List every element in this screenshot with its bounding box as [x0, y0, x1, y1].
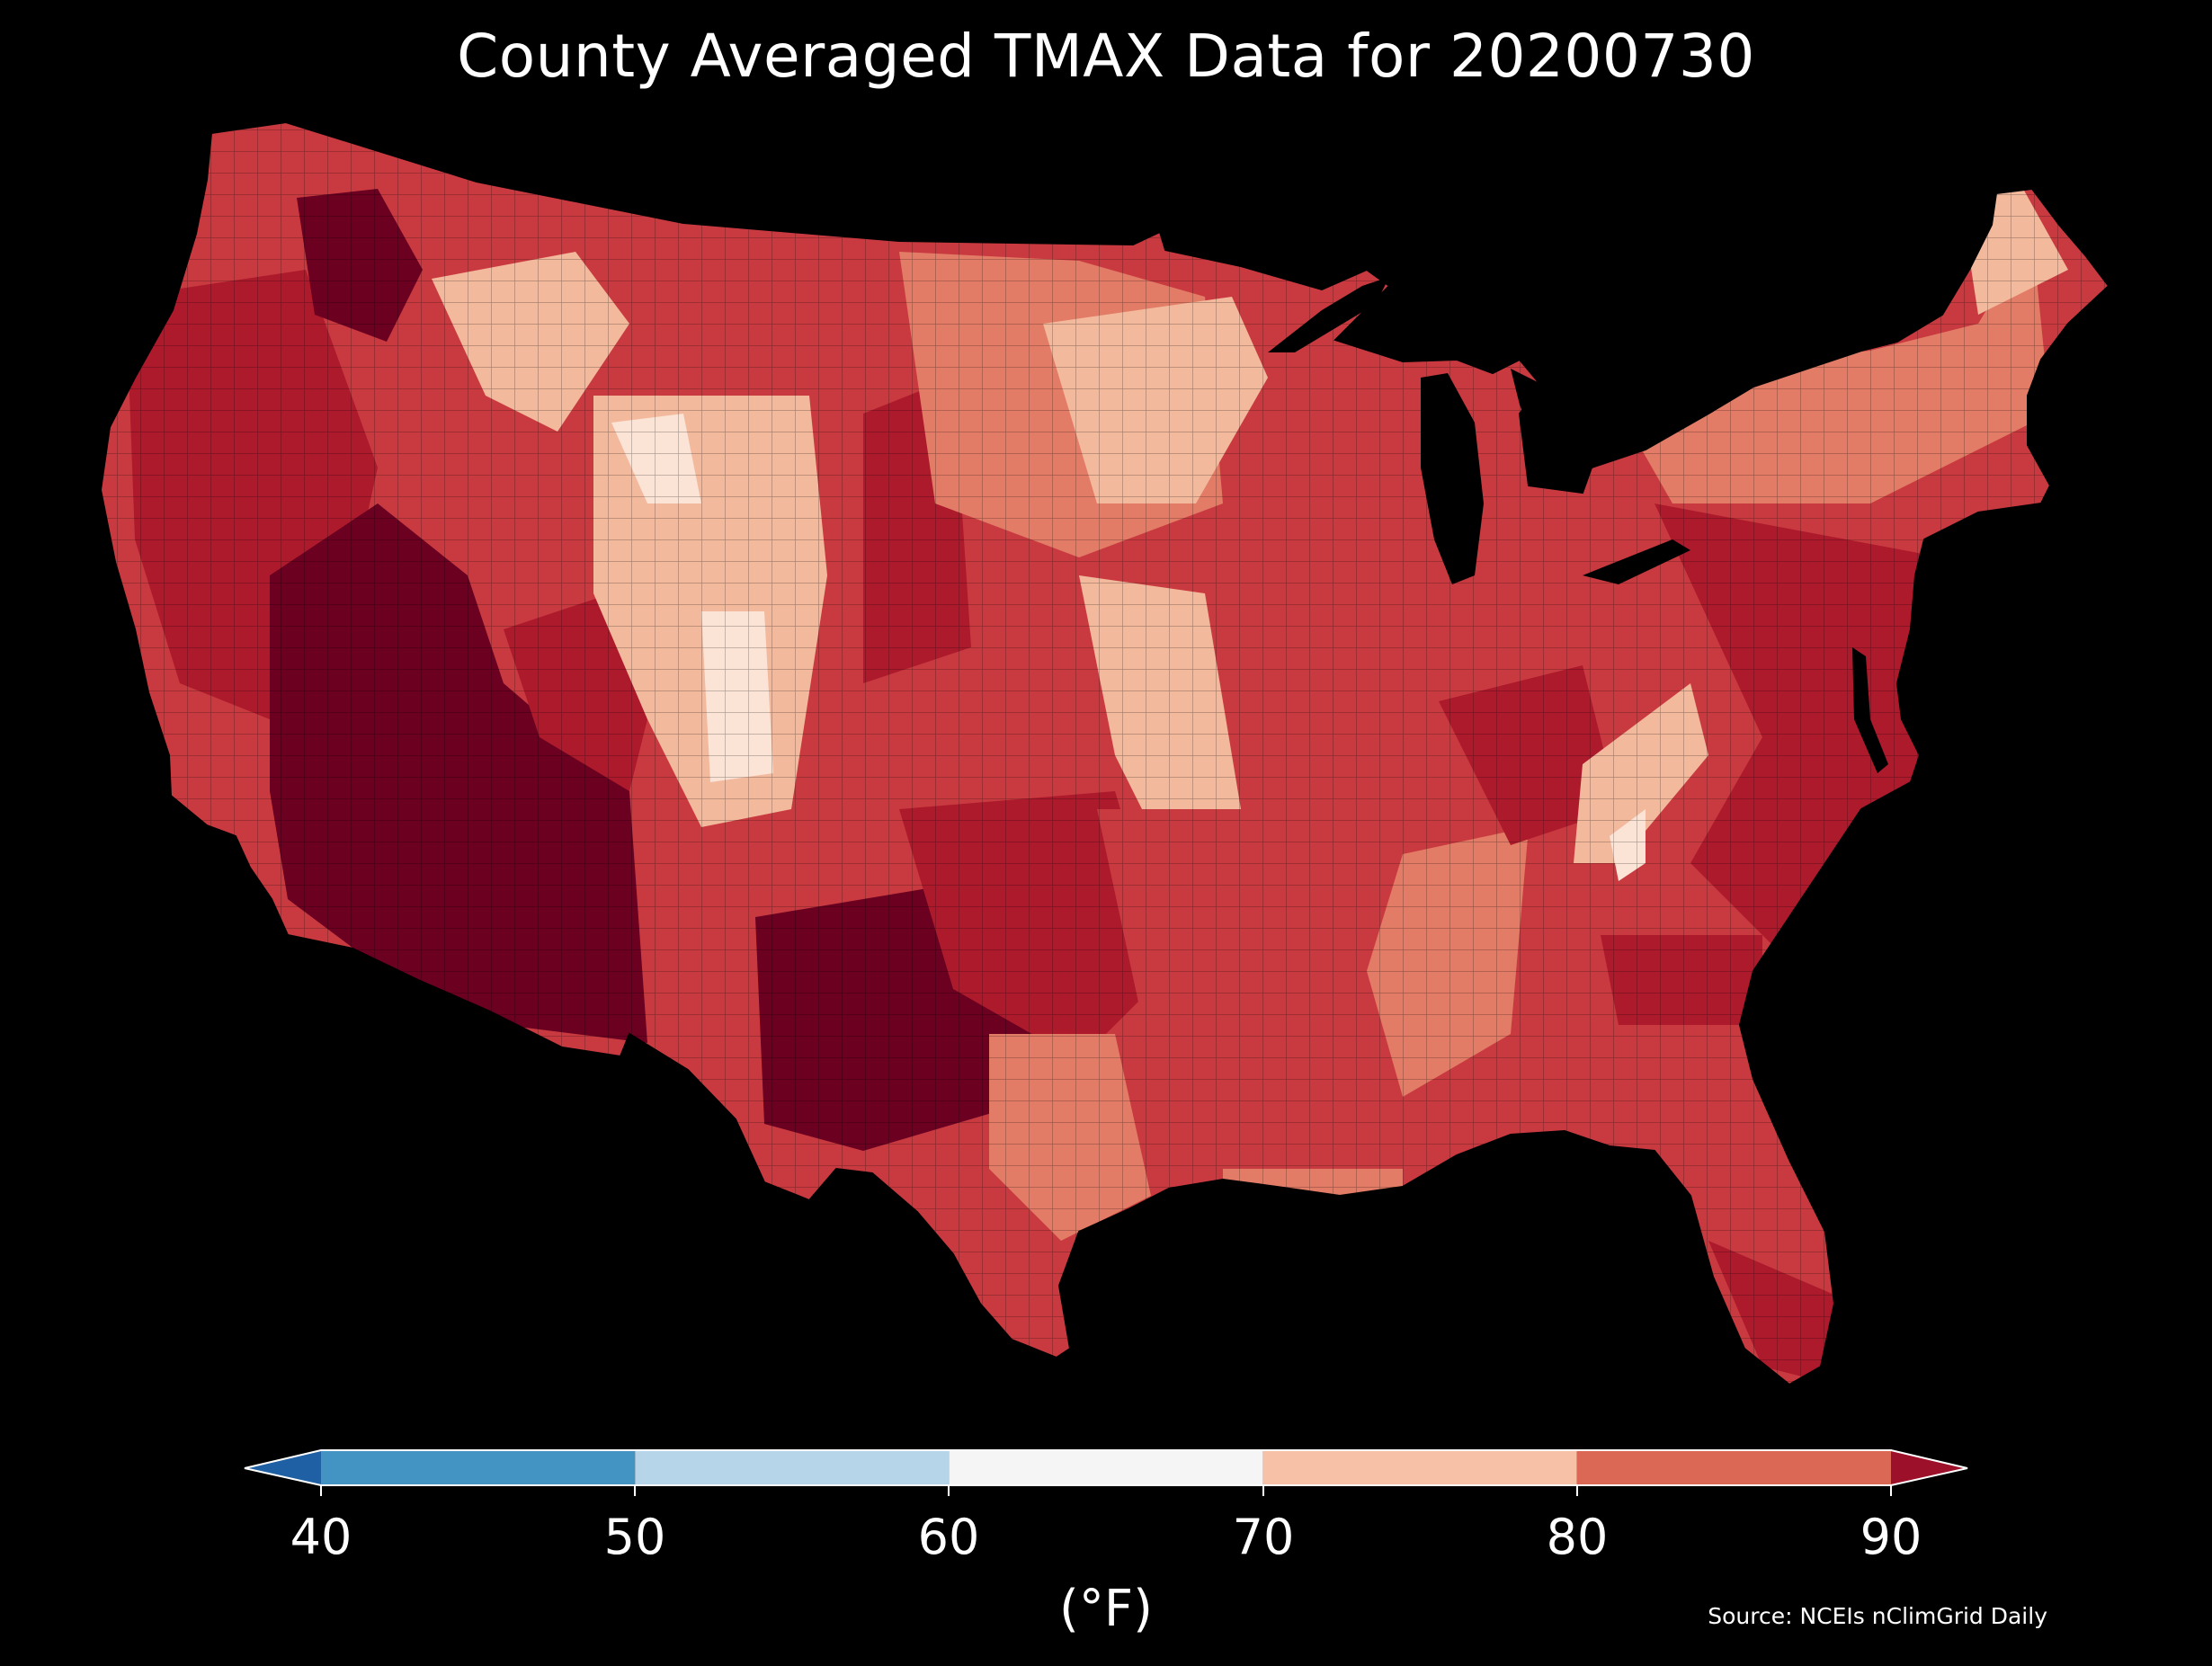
colorbar-bin [635, 1450, 950, 1485]
colorbar-bin [321, 1450, 636, 1485]
colorbar-tick-label: 90 [1860, 1509, 1922, 1565]
colorbar-tick-label: 60 [917, 1509, 980, 1565]
colorbar-bin [1262, 1450, 1577, 1485]
lake-huron [1511, 369, 1548, 427]
source-note: Source: NCEIs nClimGrid Daily [1708, 1603, 2047, 1629]
colorbar-over-extension [1891, 1450, 1967, 1485]
chesapeake-bay [1852, 647, 1888, 773]
lake-erie [1583, 539, 1690, 584]
colorbar-bin [1576, 1450, 1891, 1485]
great-lakes [1268, 277, 1888, 773]
colorbar-tick-label: 40 [290, 1509, 352, 1565]
lake-michigan [1421, 373, 1484, 584]
colorbar [244, 1449, 1968, 1496]
colorbar-under-extension [245, 1450, 321, 1485]
map-title: County Averaged TMAX Data for 20200730 [457, 22, 1755, 91]
colorbar-unit-label: (°F) [1059, 1580, 1153, 1638]
colorbar-tick-label: 80 [1546, 1509, 1609, 1565]
colorbar-bin [949, 1450, 1263, 1485]
lake-superior [1268, 277, 1389, 352]
colorbar-tick-label: 70 [1232, 1509, 1295, 1565]
colorbar-tick-label: 50 [603, 1509, 666, 1565]
